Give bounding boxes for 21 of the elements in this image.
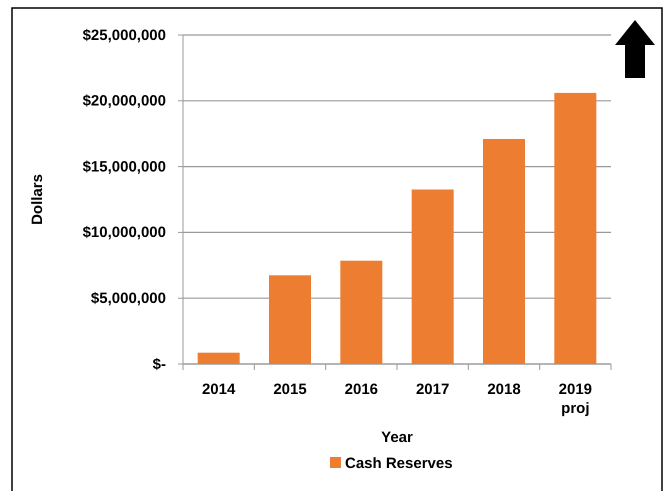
y-tick-label: $5,000,000 [90, 290, 166, 307]
bar [412, 190, 454, 364]
y-tick-label: $- [152, 356, 166, 373]
bar [554, 92, 596, 364]
y-tick-label: $20,000,000 [82, 92, 166, 110]
x-tick-label: 2018 [487, 381, 521, 398]
x-tick-label: 2015 [273, 381, 307, 398]
bar [198, 352, 240, 364]
x-tick-label: 2017 [416, 381, 450, 398]
y-tick-label: $15,000,000 [82, 158, 166, 176]
bar [340, 260, 382, 364]
y-tick-label: $25,000,000 [82, 26, 166, 44]
x-tick-label: 2019 proj [558, 381, 592, 417]
x-axis-title: Year [381, 429, 414, 446]
bar [483, 138, 525, 364]
y-axis-title: Dollars [29, 174, 46, 225]
y-tick-label: $10,000,000 [82, 224, 166, 242]
bar [269, 275, 311, 364]
legend-label: Cash Reserves [345, 455, 453, 472]
x-tick-label: 2014 [202, 381, 236, 398]
x-tick-label: 2016 [344, 381, 378, 398]
